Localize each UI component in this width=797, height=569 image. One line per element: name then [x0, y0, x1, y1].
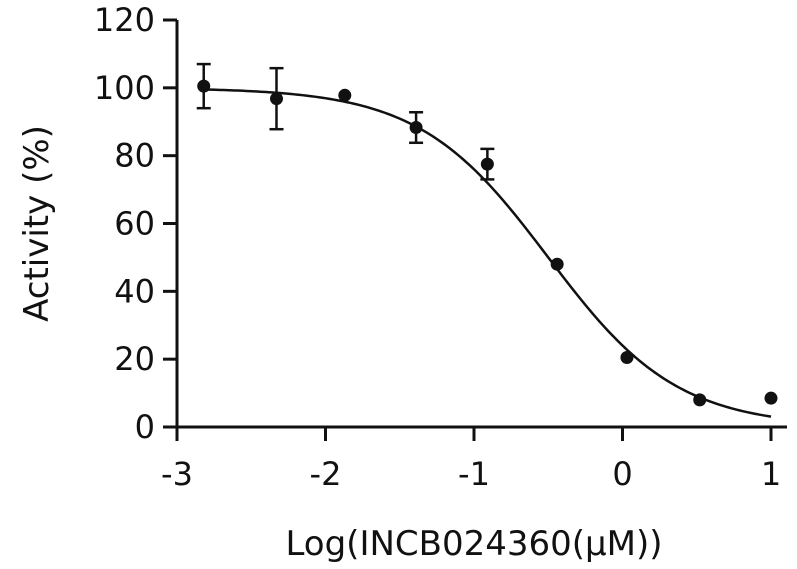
- data-point: [693, 393, 707, 407]
- y-tick-label: 20: [114, 340, 155, 378]
- data-point: [197, 79, 211, 93]
- data-point: [338, 88, 352, 102]
- data-point: [764, 391, 778, 405]
- y-tick-label: 40: [114, 272, 155, 310]
- x-tick-label: 0: [612, 455, 632, 493]
- x-tick-label: -3: [161, 455, 193, 493]
- data-point: [409, 121, 423, 135]
- data-point: [480, 157, 494, 171]
- axes: [175, 20, 787, 429]
- x-tick-label: -1: [458, 455, 490, 493]
- curve-layer: [206, 88, 772, 418]
- y-ticks: 0 20 40 60 80 100 120: [94, 1, 177, 446]
- x-tick-label: 1: [761, 455, 781, 493]
- data-point: [550, 257, 564, 271]
- fit-curve: [206, 88, 772, 418]
- y-tick-label: 120: [94, 1, 155, 39]
- y-tick-label: 80: [114, 137, 155, 175]
- data-point: [620, 350, 634, 364]
- y-tick-label: 0: [135, 408, 155, 446]
- x-axis-title: Log(INCB024360(μM)): [285, 524, 662, 564]
- y-axis-title: Activity (%): [17, 125, 57, 322]
- points-layer: [196, 62, 778, 407]
- y-tick-label: 100: [94, 69, 155, 107]
- x-tick-label: -2: [310, 455, 342, 493]
- x-ticks: -3 -2 -1 0 1: [161, 427, 781, 493]
- data-point: [269, 92, 283, 106]
- y-tick-label: 60: [114, 205, 155, 243]
